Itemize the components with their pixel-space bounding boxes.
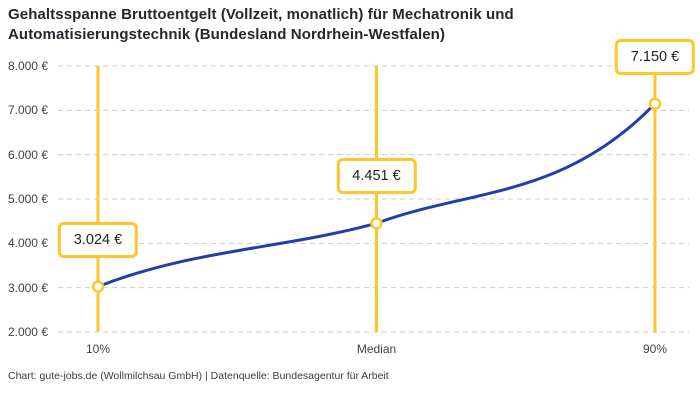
x-tick-label: 90%: [642, 342, 668, 356]
page-title: Gehaltsspanne Bruttoentgelt (Vollzeit, m…: [8, 6, 514, 44]
y-tick-label: 7.000 €: [7, 103, 48, 118]
data-point-marker: [370, 217, 383, 230]
y-tick-label: 8.000 €: [7, 59, 48, 73]
y-tick-label: 6.000 €: [7, 147, 48, 162]
value-label-box: 7.150 €: [614, 38, 696, 75]
value-label-box: 3.024 €: [57, 221, 139, 258]
x-tick-label: 10%: [85, 342, 111, 356]
data-point-marker: [648, 97, 662, 110]
x-tick-label: Median: [356, 342, 397, 356]
value-label-box: 4.451 €: [336, 158, 417, 195]
chart-attribution: Chart: gute-jobs.de (Wollmilchsau GmbH) …: [8, 370, 389, 382]
data-point-marker: [91, 280, 105, 293]
y-tick-label: 2.000 €: [7, 325, 48, 339]
y-tick-label: 5.000 €: [7, 192, 48, 206]
y-tick-label: 4.000 €: [7, 236, 48, 251]
y-tick-label: 3.000 €: [7, 280, 48, 295]
